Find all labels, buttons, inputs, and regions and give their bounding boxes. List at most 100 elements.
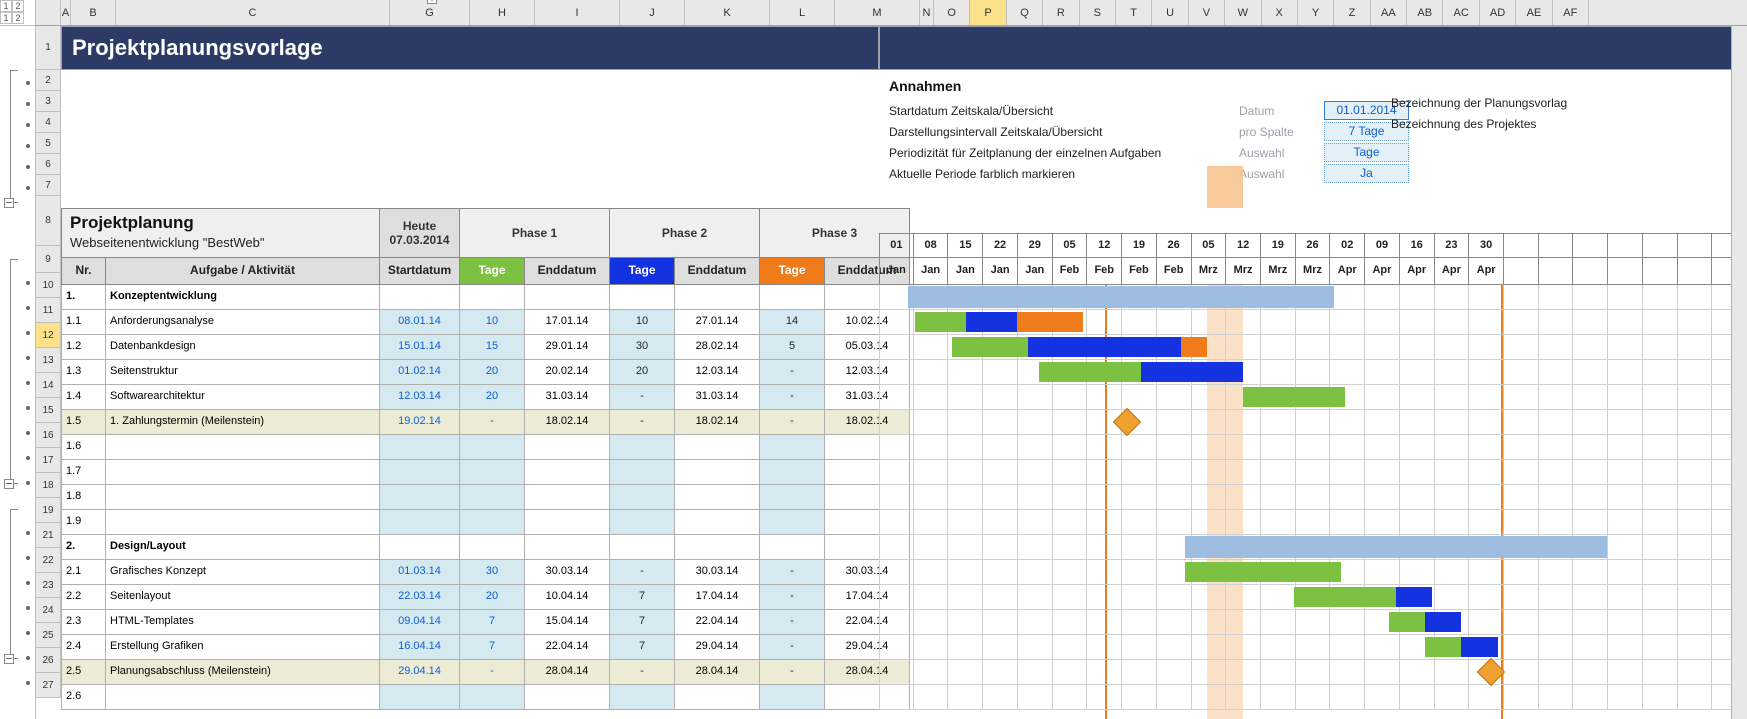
col-header-AF[interactable]: AF xyxy=(1553,0,1589,25)
col-header-V[interactable]: V xyxy=(1189,0,1225,25)
cell-tage1[interactable] xyxy=(460,535,525,560)
cell-tage1[interactable] xyxy=(460,460,525,485)
cell-tage3[interactable]: - xyxy=(760,385,825,410)
row-header-11[interactable]: 11 xyxy=(36,298,61,323)
cell-tage1[interactable] xyxy=(460,685,525,710)
col-header-AA[interactable]: AA xyxy=(1371,0,1407,25)
cell-tage2[interactable]: 10 xyxy=(610,310,675,335)
cell-start[interactable] xyxy=(380,510,460,535)
cell-tage2[interactable]: - xyxy=(610,385,675,410)
cell-tage3[interactable]: - xyxy=(760,635,825,660)
col-header-AC[interactable]: AC xyxy=(1443,0,1479,25)
gantt-bar[interactable] xyxy=(1141,362,1243,382)
cell-task[interactable]: Erstellung Grafiken xyxy=(106,635,380,660)
row-header-24[interactable]: 24 xyxy=(36,598,61,623)
gantt-bar[interactable] xyxy=(1017,312,1083,332)
cell-start[interactable] xyxy=(380,435,460,460)
cell-task[interactable] xyxy=(106,685,380,710)
cell-task[interactable]: Anforderungsanalyse xyxy=(106,310,380,335)
row-group-buttons[interactable]: 12 xyxy=(0,12,35,24)
cell-tage1[interactable] xyxy=(460,435,525,460)
col-startdate[interactable]: Startdatum xyxy=(380,258,460,285)
cell-tage3[interactable] xyxy=(760,460,825,485)
cell-tage3[interactable]: - xyxy=(760,410,825,435)
row-header-12[interactable]: 12 xyxy=(36,323,61,348)
row-header-10[interactable]: 10 xyxy=(36,273,61,298)
cell-tage3[interactable] xyxy=(760,510,825,535)
row-header-7[interactable]: 7 xyxy=(36,175,61,196)
cell-tage1[interactable] xyxy=(460,510,525,535)
col-header-J[interactable]: J xyxy=(620,0,685,25)
col-header-P[interactable]: P xyxy=(970,0,1006,25)
cell-tage2[interactable]: 20 xyxy=(610,360,675,385)
cell-task[interactable] xyxy=(106,435,380,460)
cell-tage2[interactable] xyxy=(610,510,675,535)
cell-tage3[interactable]: - xyxy=(760,585,825,610)
cell-tage2[interactable]: 7 xyxy=(610,610,675,635)
col-tage-1[interactable]: Tage xyxy=(460,258,525,285)
cell-tage1[interactable]: - xyxy=(460,660,525,685)
gantt-bar[interactable] xyxy=(1039,362,1141,382)
cell-tage2[interactable]: - xyxy=(610,410,675,435)
gantt-bar[interactable] xyxy=(966,312,1017,332)
cell-task[interactable]: Seitenlayout xyxy=(106,585,380,610)
cell-tage2[interactable] xyxy=(610,435,675,460)
cell-tage1[interactable]: 20 xyxy=(460,360,525,385)
col-header-H[interactable]: H xyxy=(470,0,535,25)
cell-task[interactable]: HTML-Templates xyxy=(106,610,380,635)
cell-start[interactable] xyxy=(380,285,460,310)
row-headers[interactable]: ––– 123456789101112131415161718192122232… xyxy=(0,26,61,719)
cell-tage1[interactable]: 20 xyxy=(460,585,525,610)
cell-task[interactable]: Seitenstruktur xyxy=(106,360,380,385)
cell-tage3[interactable] xyxy=(760,685,825,710)
cell-task[interactable]: Design/Layout xyxy=(106,535,380,560)
gantt-bar-group[interactable] xyxy=(1185,536,1607,558)
cell-tage1[interactable]: 30 xyxy=(460,560,525,585)
gantt-bar[interactable] xyxy=(1389,612,1425,632)
col-header-B[interactable]: B xyxy=(71,0,116,25)
cell-tage1[interactable]: 7 xyxy=(460,610,525,635)
cell-start[interactable]: 01.02.14 xyxy=(380,360,460,385)
cell-task[interactable]: Planungsabschluss (Meilenstein) xyxy=(106,660,380,685)
col-header-R[interactable]: R xyxy=(1043,0,1079,25)
cell-start[interactable]: 01.03.14 xyxy=(380,560,460,585)
cell-tage2[interactable]: - xyxy=(610,560,675,585)
col-header-AD[interactable]: AD xyxy=(1480,0,1516,25)
col-expand-button[interactable]: + xyxy=(432,0,442,8)
row-header-13[interactable]: 13 xyxy=(36,348,61,373)
cell-tage1[interactable]: 15 xyxy=(460,335,525,360)
col-header-N[interactable]: N xyxy=(920,0,934,25)
cell-tage3[interactable]: 5 xyxy=(760,335,825,360)
gantt-bar[interactable] xyxy=(1181,337,1206,357)
col-header-AB[interactable]: AB xyxy=(1407,0,1443,25)
row-header-9[interactable]: 9 xyxy=(36,246,61,273)
col-header-X[interactable]: X xyxy=(1262,0,1298,25)
column-headers[interactable]: ABCGHIJKLMNOPQRSTUVWXYZAAABACADAEAF xyxy=(36,0,1747,26)
col-header-W[interactable]: W xyxy=(1225,0,1261,25)
cell-task[interactable]: Softwarearchitektur xyxy=(106,385,380,410)
cell-tage3[interactable]: - xyxy=(760,560,825,585)
gantt-bar[interactable] xyxy=(1243,387,1345,407)
cell-start[interactable] xyxy=(380,535,460,560)
col-header-L[interactable]: L xyxy=(770,0,835,25)
cell-task[interactable] xyxy=(106,460,380,485)
cell-task[interactable]: Grafisches Konzept xyxy=(106,560,380,585)
cell-tage2[interactable]: 30 xyxy=(610,335,675,360)
col-header-O[interactable]: O xyxy=(934,0,970,25)
row-header-18[interactable]: 18 xyxy=(36,473,61,498)
cell-task[interactable] xyxy=(106,510,380,535)
col-header-Z[interactable]: Z xyxy=(1334,0,1370,25)
gantt-chart[interactable] xyxy=(879,285,1747,719)
col-task[interactable]: Aufgabe / Aktivität xyxy=(106,258,380,285)
row-header-16[interactable]: 16 xyxy=(36,423,61,448)
col-enddate-1[interactable]: Enddatum xyxy=(525,258,610,285)
assumption-value[interactable]: Ja xyxy=(1324,164,1409,183)
cell-tage1[interactable]: 7 xyxy=(460,635,525,660)
cell-tage2[interactable]: 7 xyxy=(610,585,675,610)
vertical-scrollbar[interactable] xyxy=(1731,26,1747,719)
col-group-buttons[interactable]: 12 xyxy=(0,0,35,12)
cell-start[interactable]: 12.03.14 xyxy=(380,385,460,410)
col-tage-2[interactable]: Tage xyxy=(610,258,675,285)
gantt-bar[interactable] xyxy=(1425,637,1461,657)
col-header-Y[interactable]: Y xyxy=(1298,0,1334,25)
